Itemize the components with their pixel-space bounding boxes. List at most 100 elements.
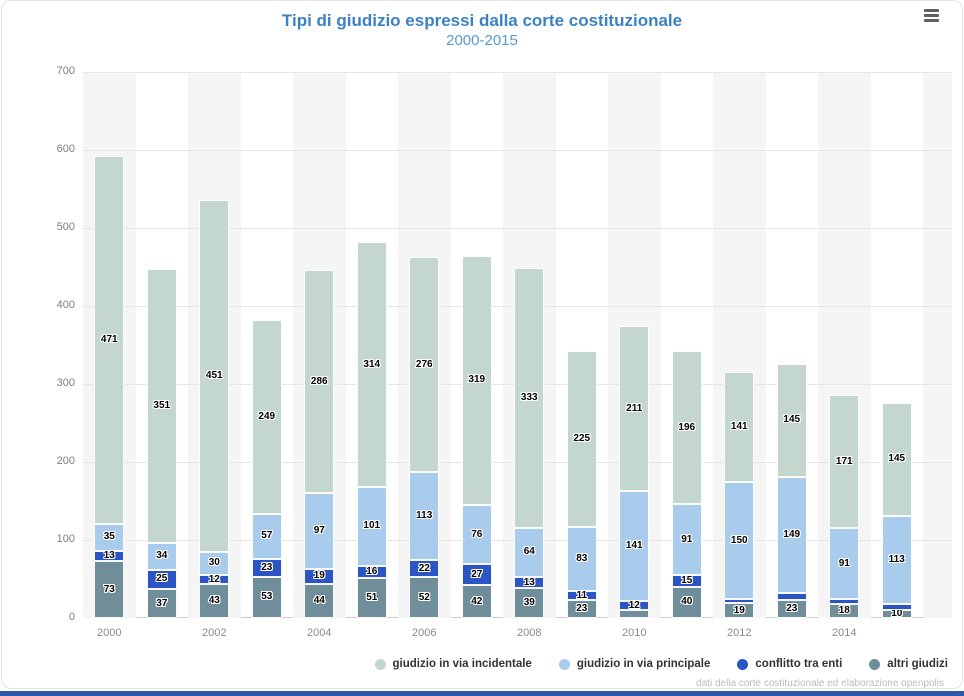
bar-segment-2015[interactable]	[881, 515, 912, 604]
legend-item-2[interactable]: giudizio in via principale	[558, 658, 710, 670]
y-axis-label: 600	[56, 143, 75, 155]
chart-subtitle: 2000-2015	[446, 32, 518, 49]
bar-segment-2015[interactable]	[881, 603, 912, 611]
bar-segment-2014[interactable]	[829, 603, 860, 618]
footer-bar	[0, 691, 964, 696]
bar-segment-2012[interactable]	[724, 482, 755, 600]
bar-segment-2005[interactable]	[356, 565, 387, 579]
bar-segment-2000[interactable]	[94, 523, 125, 551]
legend-marker-icon	[869, 658, 881, 670]
bar-segment-2013[interactable]	[776, 476, 807, 594]
bar-segment-2015[interactable]	[881, 402, 912, 516]
bar-segment-2001[interactable]	[146, 543, 177, 570]
bar-segment-2009[interactable]	[566, 351, 597, 527]
bar-segment-2000[interactable]	[94, 561, 125, 618]
bar-segment-2005[interactable]	[356, 486, 387, 566]
bar-segment-2004[interactable]	[304, 270, 335, 494]
bar-segment-2004[interactable]	[304, 583, 335, 618]
x-axis-label: 2002	[202, 627, 227, 639]
plot-area: 73 13 35 471 37 25 34 351 43 12 30 451 53 23 57 249 44 19…	[83, 72, 952, 619]
bar-segment-2002[interactable]	[199, 575, 230, 585]
bar-segment-2003[interactable]	[251, 558, 282, 577]
chart-title: Tipi di giudizio espressi dalla corte co…	[281, 11, 683, 30]
bar-segment-2012[interactable]	[724, 599, 755, 604]
bar-segment-2010[interactable]	[619, 610, 650, 618]
hamburger-icon	[924, 18, 939, 22]
bar-segment-2012[interactable]	[724, 372, 755, 483]
bar-segment-2007[interactable]	[461, 256, 492, 505]
bar-segment-2007[interactable]	[461, 564, 492, 586]
y-axis-label: 100	[56, 533, 75, 545]
bar-segment-2000[interactable]	[94, 156, 125, 524]
context-menu-button[interactable]	[922, 6, 942, 24]
bar-segment-2004[interactable]	[304, 493, 335, 569]
legend-label: conflitto tra enti	[755, 658, 843, 670]
gridline	[83, 150, 952, 151]
legend-item-3[interactable]: conflitto tra enti	[737, 658, 842, 670]
bar-segment-2011[interactable]	[671, 586, 702, 618]
legend-item-1[interactable]: giudizio in via incidentale	[374, 658, 532, 670]
bar-segment-2005[interactable]	[356, 242, 387, 487]
bar-segment-2007[interactable]	[461, 504, 492, 565]
bar-segment-2008[interactable]	[514, 587, 545, 618]
bar-segment-2009[interactable]	[566, 600, 597, 618]
bar-segment-2001[interactable]	[146, 589, 177, 618]
legend-marker-icon	[737, 658, 749, 670]
y-axis-label: 500	[56, 221, 75, 233]
y-axis-label: 700	[56, 65, 75, 77]
bar-segment-2011[interactable]	[671, 504, 702, 576]
bar-segment-2015[interactable]	[881, 610, 912, 618]
y-axis-label: 200	[56, 455, 75, 467]
bar-segment-2014[interactable]	[829, 528, 860, 600]
bar-segment-2011[interactable]	[671, 575, 702, 587]
bar-segment-2008[interactable]	[514, 527, 545, 578]
bar-segment-2006[interactable]	[409, 577, 440, 618]
bar-segment-2003[interactable]	[251, 576, 282, 618]
x-axis-label: 2008	[517, 627, 542, 639]
legend-label: giudizio in via incidentale	[392, 658, 532, 670]
bar-segment-2010[interactable]	[619, 490, 650, 601]
bar-segment-2002[interactable]	[199, 551, 230, 576]
bar-segment-2013[interactable]	[776, 600, 807, 618]
bar-segment-2014[interactable]	[829, 394, 860, 529]
bar-segment-2002[interactable]	[199, 584, 230, 618]
bar-segment-2006[interactable]	[409, 256, 440, 473]
bar-segment-2001[interactable]	[146, 269, 177, 544]
bar-segment-2012[interactable]	[724, 603, 755, 618]
bar-segment-2008[interactable]	[514, 577, 545, 588]
bar-segment-2010[interactable]	[619, 600, 650, 611]
y-axis-label: 400	[56, 299, 75, 311]
bar-segment-2001[interactable]	[146, 569, 177, 590]
bar-segment-2003[interactable]	[251, 320, 282, 515]
hamburger-icon	[924, 13, 939, 17]
bar-segment-2000[interactable]	[94, 550, 125, 562]
bar-segment-2006[interactable]	[409, 560, 440, 578]
bar-segment-2010[interactable]	[619, 326, 650, 491]
bar-segment-2002[interactable]	[199, 199, 230, 552]
legend-label: altri giudizi	[887, 658, 948, 670]
bar-segment-2007[interactable]	[461, 585, 492, 618]
legend-marker-icon	[558, 658, 570, 670]
bar-segment-2013[interactable]	[776, 593, 807, 601]
bar-segment-2014[interactable]	[829, 599, 860, 604]
x-axis-label: 2006	[412, 627, 437, 639]
bar-segment-2004[interactable]	[304, 568, 335, 584]
legend-item-4[interactable]: altri giudizi	[869, 658, 948, 670]
hamburger-icon	[924, 8, 939, 12]
x-axis-label: 2014	[832, 627, 857, 639]
bar-segment-2009[interactable]	[566, 526, 597, 592]
bar-segment-2003[interactable]	[251, 514, 282, 559]
bar-segment-2008[interactable]	[514, 267, 545, 528]
bar-segment-2011[interactable]	[671, 351, 702, 505]
legend-marker-icon	[374, 658, 386, 670]
bar-segment-2005[interactable]	[356, 578, 387, 618]
bar-segment-2009[interactable]	[566, 591, 597, 601]
bar-segment-2006[interactable]	[409, 472, 440, 561]
x-axis-label: 2004	[307, 627, 332, 639]
bar-segment-2013[interactable]	[776, 363, 807, 477]
y-axis-label: 300	[56, 377, 75, 389]
x-axis-label: 2010	[622, 627, 647, 639]
credits-text[interactable]: dati della corte costituzionale ed elabo…	[696, 678, 944, 689]
